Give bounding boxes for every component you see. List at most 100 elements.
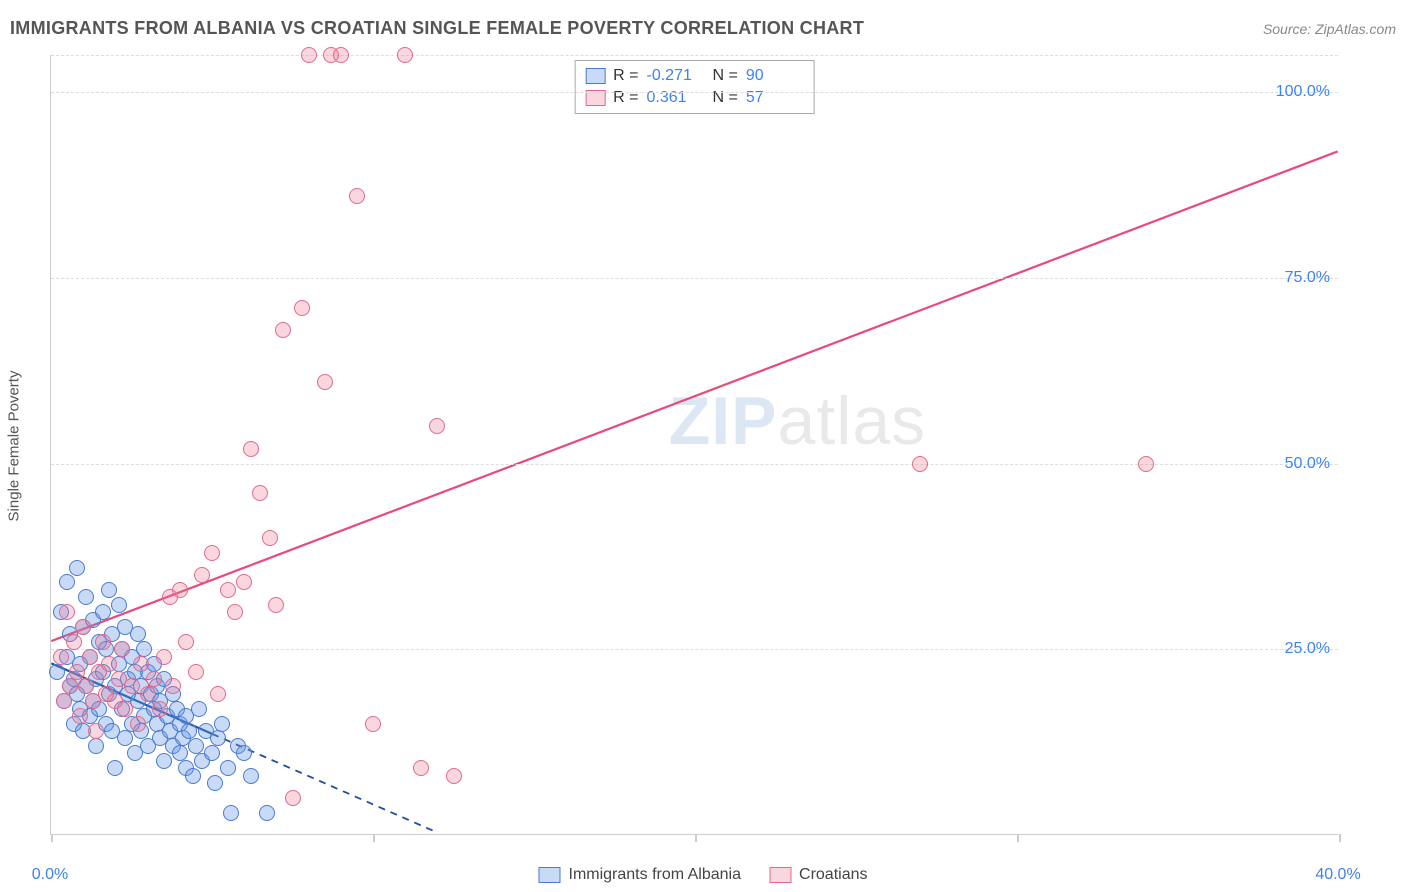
scatter-point-albania (191, 701, 207, 717)
scatter-point-croatians (114, 641, 130, 657)
gridline-h (51, 92, 1338, 93)
legend-swatch-albania (539, 867, 561, 883)
x-tick (373, 834, 375, 842)
scatter-point-albania (101, 582, 117, 598)
legend-label-albania: Immigrants from Albania (569, 866, 742, 884)
scatter-point-albania (259, 805, 275, 821)
scatter-point-croatians (53, 649, 69, 665)
scatter-point-albania (78, 589, 94, 605)
scatter-point-albania (117, 730, 133, 746)
scatter-point-croatians (124, 678, 140, 694)
stat-n-value-albania: 90 (746, 67, 804, 85)
bottom-legend: Immigrants from Albania Croatians (533, 864, 874, 886)
scatter-point-croatians (210, 686, 226, 702)
source-label: Source: ZipAtlas.com (1263, 21, 1396, 37)
legend-item-croatians: Croatians (769, 866, 867, 884)
x-tick (51, 834, 53, 842)
scatter-point-croatians (397, 47, 413, 63)
x-tick-label: 40.0% (1315, 866, 1360, 884)
scatter-point-croatians (1138, 456, 1154, 472)
gridline-h (51, 55, 1338, 56)
scatter-point-croatians (75, 619, 91, 635)
stats-row-croatians: R =0.361N =57 (585, 87, 804, 109)
scatter-point-croatians (912, 456, 928, 472)
scatter-point-albania (185, 768, 201, 784)
scatter-point-croatians (236, 574, 252, 590)
scatter-point-croatians (95, 634, 111, 650)
y-axis-label: Single Female Poverty (6, 371, 23, 522)
watermark: ZIPatlas (669, 382, 926, 460)
scatter-point-croatians (140, 686, 156, 702)
y-tick-label: 50.0% (1285, 455, 1330, 473)
scatter-point-croatians (146, 671, 162, 687)
scatter-point-croatians (130, 716, 146, 732)
stats-row-albania: R =-0.271N =90 (585, 65, 804, 87)
scatter-point-croatians (268, 597, 284, 613)
swatch-albania (585, 68, 605, 84)
x-tick (695, 834, 697, 842)
scatter-point-croatians (178, 634, 194, 650)
scatter-point-croatians (413, 760, 429, 776)
scatter-point-croatians (59, 604, 75, 620)
scatter-point-croatians (72, 708, 88, 724)
scatter-point-croatians (156, 649, 172, 665)
stats-legend-box: R =-0.271N =90R =0.361N =57 (574, 60, 815, 114)
gridline-h (51, 278, 1338, 279)
scatter-point-albania (111, 597, 127, 613)
scatter-point-croatians (275, 322, 291, 338)
scatter-point-albania (220, 760, 236, 776)
scatter-point-croatians (252, 485, 268, 501)
gridline-h (51, 649, 1338, 650)
x-tick (1017, 834, 1019, 842)
scatter-point-albania (95, 604, 111, 620)
y-tick-label: 25.0% (1285, 640, 1330, 658)
scatter-point-albania (210, 730, 226, 746)
scatter-point-albania (59, 574, 75, 590)
scatter-point-croatians (194, 567, 210, 583)
scatter-point-croatians (62, 678, 78, 694)
scatter-point-albania (188, 738, 204, 754)
scatter-point-croatians (117, 701, 133, 717)
scatter-point-albania (130, 626, 146, 642)
plot-area: ZIPatlas R =-0.271N =90R =0.361N =57 25.… (50, 55, 1338, 835)
scatter-point-croatians (243, 441, 259, 457)
scatter-point-albania (49, 664, 65, 680)
scatter-point-croatians (69, 664, 85, 680)
scatter-point-albania (107, 760, 123, 776)
y-tick-label: 100.0% (1276, 83, 1330, 101)
scatter-point-croatians (101, 656, 117, 672)
scatter-point-croatians (349, 188, 365, 204)
legend-label-croatians: Croatians (799, 866, 867, 884)
scatter-point-albania (243, 768, 259, 784)
scatter-point-croatians (172, 582, 188, 598)
x-tick (1339, 834, 1341, 842)
scatter-point-croatians (365, 716, 381, 732)
stat-n-label: N = (713, 67, 738, 85)
watermark-rest: atlas (778, 383, 927, 459)
x-tick-label: 0.0% (32, 866, 68, 884)
scatter-point-croatians (204, 545, 220, 561)
scatter-point-albania (207, 775, 223, 791)
scatter-point-croatians (66, 634, 82, 650)
scatter-point-albania (204, 745, 220, 761)
scatter-point-croatians (56, 693, 72, 709)
legend-item-albania: Immigrants from Albania (539, 866, 742, 884)
scatter-point-albania (181, 723, 197, 739)
scatter-point-croatians (82, 649, 98, 665)
scatter-point-croatians (333, 47, 349, 63)
scatter-point-croatians (133, 656, 149, 672)
stat-r-value-albania: -0.271 (647, 67, 705, 85)
scatter-point-croatians (262, 530, 278, 546)
scatter-point-albania (172, 745, 188, 761)
scatter-point-albania (136, 641, 152, 657)
scatter-point-croatians (294, 300, 310, 316)
scatter-point-albania (156, 753, 172, 769)
scatter-point-croatians (78, 678, 94, 694)
y-tick-label: 75.0% (1285, 269, 1330, 287)
scatter-point-croatians (446, 768, 462, 784)
title-bar: IMMIGRANTS FROM ALBANIA VS CROATIAN SING… (10, 18, 1396, 39)
scatter-point-croatians (220, 582, 236, 598)
scatter-point-croatians (317, 374, 333, 390)
scatter-point-croatians (88, 723, 104, 739)
scatter-point-croatians (227, 604, 243, 620)
